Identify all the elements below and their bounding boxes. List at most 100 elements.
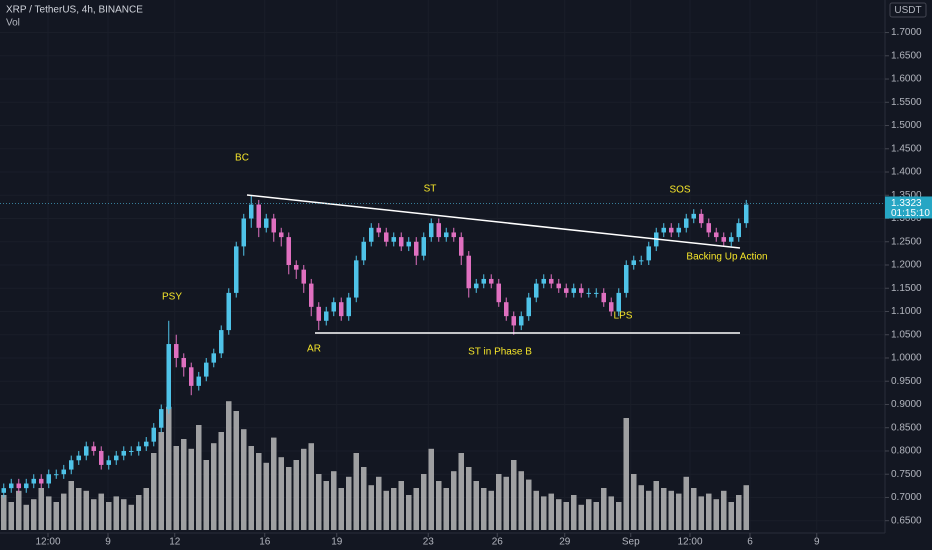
volume-bar: [16, 490, 22, 530]
candle-body: [219, 330, 224, 354]
volume-bar: [271, 437, 277, 530]
candle-body: [54, 474, 59, 476]
candle-body: [399, 237, 404, 247]
x-tick-label: 12:00: [35, 537, 60, 548]
candle-body: [466, 255, 471, 289]
currency[interactable]: USDT: [894, 5, 921, 16]
volume-bar: [676, 493, 682, 530]
currency-box[interactable]: [889, 2, 927, 18]
x-tick-label: 23: [423, 537, 435, 548]
last-price: 1.3323: [891, 198, 922, 209]
candle-body: [361, 241, 366, 261]
candle-body: [369, 227, 374, 242]
candle-body: [324, 311, 329, 321]
candle-body: [129, 450, 134, 452]
candle-body: [316, 306, 321, 321]
volume-bar: [61, 493, 67, 530]
volume-bar: [31, 499, 37, 530]
x-tick-label: 19: [331, 537, 343, 548]
candle-body: [189, 367, 194, 386]
candle-body: [76, 455, 81, 461]
candle-body: [541, 278, 546, 284]
volume-bar: [121, 499, 127, 530]
candle-body: [706, 223, 711, 233]
candle-body: [691, 213, 696, 219]
volume-bar: [368, 485, 374, 530]
candle-body: [151, 427, 156, 442]
volume-bar: [158, 432, 164, 530]
x-tick-label: 16: [259, 537, 271, 548]
candle-body: [556, 283, 561, 289]
candle-body: [309, 283, 314, 307]
volume-bar: [128, 504, 134, 530]
volume-bar: [151, 453, 157, 530]
y-tick-label: 1.6000: [891, 74, 922, 85]
candle-body: [279, 232, 284, 238]
volume-bar: [38, 488, 44, 530]
annotation: Backing Up Action: [686, 252, 767, 263]
candle-body: [181, 357, 186, 368]
candle-body: [601, 292, 606, 303]
axes: 0.6500 0.7000 0.7500 0.8000 0.8500 0.9000 0.95…: [0, 27, 932, 548]
volume-bar: [548, 493, 554, 530]
volume-layer: [1, 401, 749, 530]
volume-bar: [91, 499, 97, 530]
y-tick-label: 1.3000: [891, 213, 922, 224]
volume-bar: [556, 499, 562, 530]
volume-bar: [113, 496, 119, 530]
volume-bar: [661, 488, 667, 530]
volume-bar: [736, 495, 742, 530]
candle-body: [481, 278, 486, 284]
candle-body: [631, 260, 636, 265]
candle-body: [271, 218, 276, 233]
annotation: SOS: [669, 185, 690, 196]
volume-bar: [406, 495, 412, 530]
volume-bar: [578, 504, 584, 530]
volume-bar: [8, 502, 14, 530]
candle-body: [166, 344, 171, 410]
volume-bar: [391, 488, 397, 530]
volume-bar: [713, 499, 719, 530]
candle-body: [451, 232, 456, 238]
volume-bar: [601, 488, 607, 530]
candle-body: [519, 316, 524, 326]
y-tick-label: 0.9000: [891, 399, 922, 410]
candle-body: [646, 246, 651, 261]
volume-bar: [188, 448, 194, 530]
candle-body: [1, 488, 6, 493]
candle-layer: [1, 195, 749, 498]
candle-body: [609, 302, 614, 312]
volume-bar: [623, 418, 629, 530]
countdown: 01:15:10: [891, 208, 930, 219]
candle-body: [301, 269, 306, 284]
volume-bar: [706, 493, 712, 530]
y-tick-label: 1.5000: [891, 120, 922, 131]
candle-body: [474, 283, 479, 289]
candle-body: [444, 232, 449, 238]
candle-body: [616, 292, 621, 312]
volume-bar: [526, 479, 532, 530]
volume-bar: [443, 488, 449, 530]
volume-bar: [233, 411, 239, 530]
candle-body: [136, 446, 141, 451]
chart-title: XRP / TetherUS, 4h, BINANCE: [6, 5, 143, 16]
volume-bar: [196, 425, 202, 530]
volume-bar: [323, 481, 329, 530]
candle-body: [61, 469, 66, 475]
candle-body: [429, 223, 434, 238]
annotation: ST in Phase B: [468, 347, 532, 358]
volume-bar: [181, 439, 187, 530]
volume-bar: [83, 490, 89, 530]
candle-body: [571, 288, 576, 293]
annotation: AR: [307, 344, 321, 355]
volume-bar: [473, 481, 479, 530]
candle-body: [534, 283, 539, 298]
y-tick-label: 1.0000: [891, 353, 922, 364]
volume-bar: [571, 495, 577, 530]
volume-bar: [46, 496, 52, 530]
volume-bar: [278, 457, 284, 530]
volume-bar: [203, 460, 209, 530]
candle-body: [406, 241, 411, 247]
candle-body: [249, 204, 254, 219]
candle-body: [564, 288, 569, 293]
